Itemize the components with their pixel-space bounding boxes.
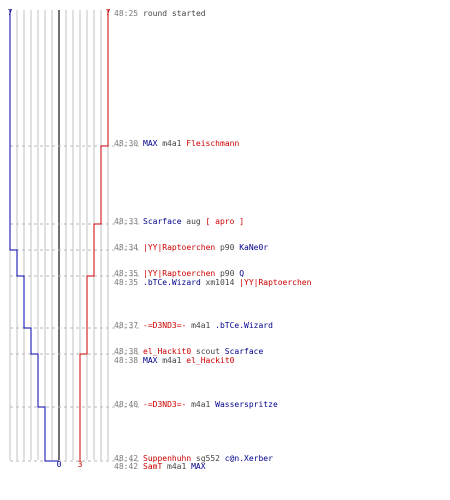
blue-team-alive-line: [9, 10, 59, 462]
kill-feed-row: 48:25 round started: [114, 9, 206, 18]
event-timestamp: 48:38: [114, 347, 138, 356]
event-victim: Q: [239, 269, 244, 278]
red-start-count: 7: [106, 8, 111, 17]
kill-feed-row: 48:38 MAX m4a1 el_Hackit0: [114, 356, 235, 365]
event-timestamp: 48:35: [114, 269, 138, 278]
kill-feed-row: 48:35 |YY|Raptoerchen p90 Q: [114, 269, 244, 278]
kill-feed-row: 48:42 SamT m4a1 MAX: [114, 462, 206, 471]
event-weapon: round started: [143, 9, 206, 18]
event-timestamp: 48:40: [114, 400, 138, 409]
event-victim: el_Hackit0: [186, 356, 234, 365]
blue-end-count: 0: [57, 460, 62, 469]
event-weapon: m4a1: [167, 462, 186, 471]
kill-feed-row: 48:34 |YY|Raptoerchen p90 KaNe0r: [114, 243, 268, 252]
event-timestamp: 48:34: [114, 243, 138, 252]
event-killer: .bTCe.Wizard: [143, 278, 201, 287]
event-weapon: scout: [196, 347, 220, 356]
event-victim: c@n.Xerber: [225, 454, 273, 463]
event-timestamp: 48:35: [114, 278, 138, 287]
red-team-alive-line: [79, 10, 109, 461]
event-killer: Scarface: [143, 217, 182, 226]
event-killer: SamT: [143, 462, 162, 471]
event-weapon: m4a1: [191, 321, 210, 330]
event-killer: |YY|Raptoerchen: [143, 243, 215, 252]
event-killer: -=D3ND3=-: [143, 400, 186, 409]
event-timestamp: 48:30: [114, 139, 138, 148]
event-timestamp: 48:37: [114, 321, 138, 330]
event-victim: .bTCe.Wizard: [215, 321, 273, 330]
event-killer: MAX: [143, 356, 158, 365]
event-killer: MAX: [143, 139, 158, 148]
event-timestamp: 48:38: [114, 356, 138, 365]
event-timestamp: 48:42: [114, 454, 138, 463]
event-weapon: m4a1: [162, 356, 181, 365]
event-weapon: sg552: [196, 454, 220, 463]
event-victim: Fleischmann: [186, 139, 239, 148]
kill-feed-row: 48:35 .bTCe.Wizard xm1014 |YY|Raptoerchen: [114, 278, 312, 287]
event-timestamp: 48:25: [114, 9, 138, 18]
event-weapon: p90: [220, 269, 235, 278]
red-end-count: 3: [78, 460, 83, 469]
event-victim: Scarface: [225, 347, 264, 356]
event-weapon: p90: [220, 243, 235, 252]
event-victim: KaNe0r: [239, 243, 268, 252]
event-victim: [ apro ]: [206, 217, 245, 226]
event-killer: el_Hackit0: [143, 347, 191, 356]
event-victim: |YY|Raptoerchen: [239, 278, 311, 287]
event-weapon: m4a1: [162, 139, 181, 148]
event-timestamp: 48:33: [114, 217, 138, 226]
event-weapon: xm1014: [206, 278, 235, 287]
event-killer: |YY|Raptoerchen: [143, 269, 215, 278]
event-timestamp: 48:42: [114, 462, 138, 471]
blue-start-count: 7: [8, 8, 13, 17]
kill-feed-row: 48:42 Suppenhuhn sg552 c@n.Xerber: [114, 454, 273, 463]
event-killer: Suppenhuhn: [143, 454, 191, 463]
kill-feed-row: 48:30 MAX m4a1 Fleischmann: [114, 139, 239, 148]
kill-feed-row: 48:40 -=D3ND3=- m4a1 Wasserspritze: [114, 400, 278, 409]
event-victim: Wasserspritze: [215, 400, 278, 409]
kill-feed: 48:25 round started 48:30 MAX m4a1 Fleischman…: [114, 9, 312, 471]
event-guide-lines: [10, 145, 140, 462]
alive-count-grid: [9, 10, 109, 460]
event-killer: -=D3ND3=-: [143, 321, 186, 330]
kill-feed-row: 48:37 -=D3ND3=- m4a1 .bTCe.Wizard: [114, 321, 273, 330]
event-victim: MAX: [191, 462, 206, 471]
kill-feed-row: 48:33 Scarface aug [ apro ]: [114, 217, 244, 226]
event-weapon: m4a1: [191, 400, 210, 409]
event-weapon: aug: [186, 217, 201, 226]
kill-feed-row: 48:38 el_Hackit0 scout Scarface: [114, 347, 263, 356]
